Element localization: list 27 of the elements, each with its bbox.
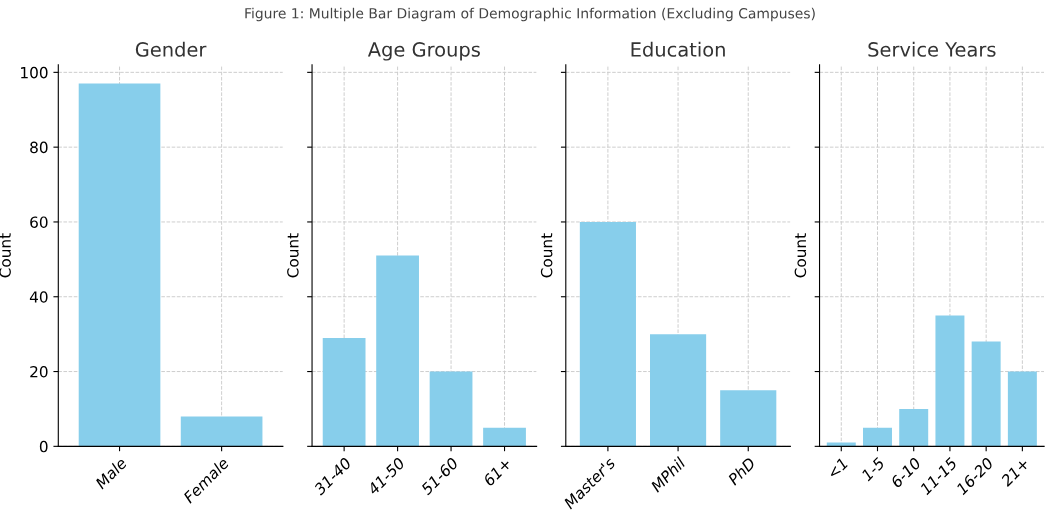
- chart-title: Service Years: [868, 41, 996, 57]
- y-tick-label: 60: [30, 216, 48, 228]
- y-axis-title: Count: [794, 233, 807, 278]
- y-tick-label: 0: [39, 440, 48, 453]
- y-tick-label: 80: [30, 141, 48, 154]
- bar: [483, 427, 526, 447]
- y-axis-title: Count: [540, 233, 553, 278]
- y-axis-title: Count: [287, 233, 299, 278]
- caption: Figure 1: Multiple Bar Diagram of Demographic Information (Excluding Campuses): [245, 7, 815, 22]
- y-tick-label: 40: [29, 291, 48, 303]
- y-axis-title: Count: [0, 233, 11, 278]
- chart-title: Education: [631, 41, 725, 57]
- bar: [376, 255, 419, 447]
- bar: [1007, 371, 1037, 447]
- y-tick-label: 20: [30, 366, 48, 378]
- bar: [322, 337, 366, 447]
- bar: [429, 371, 473, 447]
- x-tick-label: 1-5: [860, 456, 886, 482]
- chart-title: Age Groups: [367, 42, 480, 61]
- y-tick-label: 100: [21, 66, 48, 79]
- bar: [863, 427, 892, 447]
- bar: [971, 341, 1001, 447]
- bar: [899, 408, 929, 447]
- bar: [935, 315, 965, 447]
- x-tick-label: 61+: [482, 457, 512, 487]
- chart-title: Gender: [135, 41, 207, 57]
- x-tick-label: <1: [826, 458, 848, 480]
